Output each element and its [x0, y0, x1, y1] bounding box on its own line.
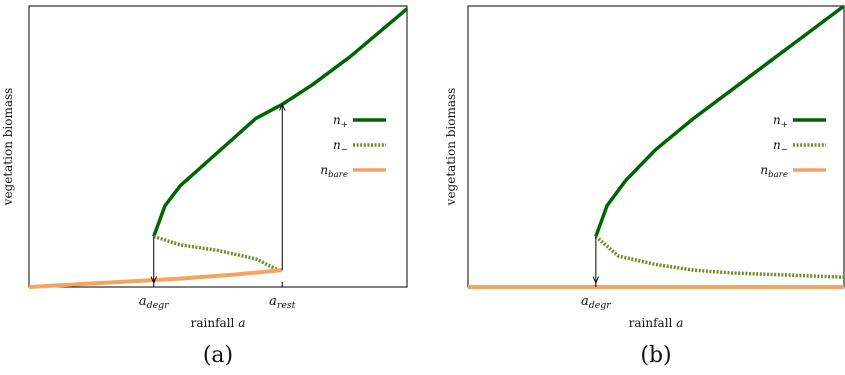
- legend-label-n-bare: nbare: [320, 163, 348, 180]
- y-axis-label: vegetation biomass: [444, 88, 458, 207]
- x-tick-label-degr: adegr: [139, 294, 169, 311]
- panel-label: (b): [640, 343, 671, 368]
- panel-a: vegetation biomass rainfall a (a): [1, 5, 409, 368]
- series-n-minus: [153, 234, 283, 272]
- legend-label-n-minus: n−: [773, 138, 788, 155]
- plot-frame: [28, 5, 408, 288]
- legend-label-n-bare: nbare: [760, 163, 788, 180]
- legend-label-n-plus: n+: [333, 113, 348, 130]
- panel-label: (a): [203, 343, 233, 368]
- series-n-plus: [594, 4, 845, 238]
- legend-label-n-minus: n−: [333, 138, 348, 155]
- series-n-minus: [594, 235, 845, 279]
- x-tick-label-degr: adegr: [581, 294, 611, 311]
- y-axis-label: vegetation biomass: [1, 88, 15, 207]
- x-axis-label: rainfall a: [191, 316, 246, 330]
- series-n-bare: [28, 268, 283, 289]
- x-tick-label-rest: arest: [269, 294, 296, 311]
- legend-label-n-plus: n+: [773, 113, 788, 130]
- panel-b: vegetation biomass rainfall a (b): [444, 4, 845, 368]
- series-n-plus: [152, 7, 409, 238]
- x-axis-label: rainfall a: [629, 316, 684, 330]
